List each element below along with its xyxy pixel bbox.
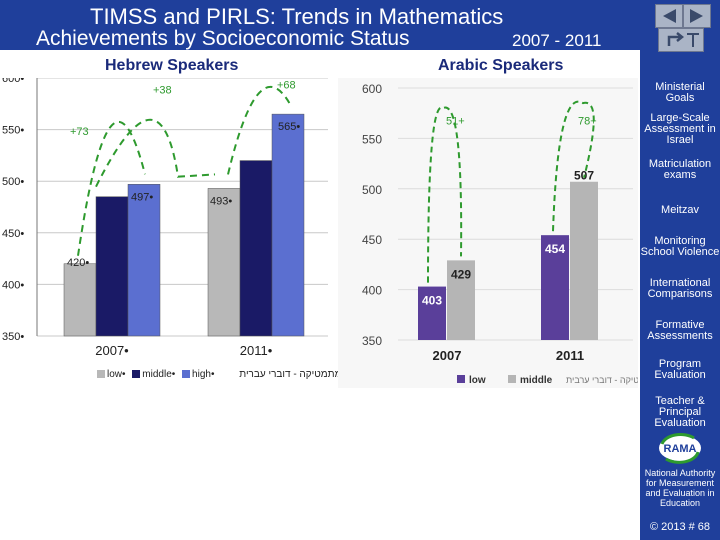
data-label: 403: [422, 294, 442, 308]
y-tick-label: 400: [362, 284, 382, 298]
y-tick-label: 450: [362, 233, 382, 247]
difference-arc: [227, 85, 291, 175]
page-title-line2: Achievements by Socioeconomic Status: [36, 27, 410, 50]
x-category-label: 2007: [433, 348, 462, 363]
title-bar: TIMSS and PIRLS: Trends in Mathematics A…: [0, 0, 640, 50]
legend-swatch-middle: [132, 370, 141, 379]
x-category-label: 2007•: [95, 343, 129, 358]
nav-formative-assessments[interactable]: Formative Assessments: [647, 319, 713, 342]
legend-swatch-high: [182, 370, 191, 379]
difference-arc: [77, 121, 146, 256]
rama-logo: RAMA: [657, 433, 703, 464]
legend-label-high: high•: [192, 369, 215, 380]
bar-middle-2011: [570, 181, 598, 340]
national-authority-label: National Authority for Measurement and E…: [644, 468, 716, 508]
nav-monitoring-school-violence[interactable]: Monitoring School Violence: [640, 235, 720, 258]
difference-label: +73: [70, 126, 89, 138]
back-icon: [663, 9, 676, 23]
y-tick-label: 350: [362, 334, 382, 348]
hebrew-footer-note: מתמטיקה - דוברי עברית•: [239, 369, 345, 380]
y-tick-label: 550: [362, 132, 382, 146]
hebrew-speakers-chart: 350• 400• 450• 500• 550• 600• 420• 497• 493• 565…: [2, 78, 328, 358]
difference-label: 78+: [578, 115, 597, 127]
bar-middle-2011: [239, 160, 273, 337]
copyright-slide-number: © 2013 # 68: [649, 521, 711, 533]
difference-label: +68: [277, 79, 296, 91]
y-tick-label: 400•: [2, 279, 24, 291]
hebrew-legend: low• middle• high• מתמטיקה - דוברי עברית…: [93, 369, 345, 380]
x-category-label: 2011: [556, 348, 584, 363]
hebrew-speakers-heading: Hebrew Speakers: [105, 57, 239, 74]
nav-large-scale-assessment[interactable]: Large-Scale Assessment in Israel: [644, 112, 716, 146]
x-category-label: 2011•: [240, 343, 273, 358]
forward-button[interactable]: [683, 4, 711, 28]
difference-arc: [427, 106, 463, 283]
page-title-line1: TIMSS and PIRLS: Trends in Mathematics: [90, 4, 504, 29]
bar-high-2007: [127, 184, 161, 337]
nav-matriculation-exams[interactable]: Matriculation exams: [648, 158, 712, 181]
back-button[interactable]: [655, 4, 683, 28]
bar-low-2007: [63, 263, 97, 337]
legend-swatch-low: [97, 370, 105, 379]
bar-middle-2007: [447, 260, 475, 340]
difference-arc: [95, 118, 216, 188]
data-label: 493•: [210, 195, 232, 207]
difference-label: 51+: [446, 115, 465, 127]
data-label: 454: [545, 242, 565, 256]
arabic-footer-note: מתמטיקה - דוברי ערבית: [566, 375, 638, 385]
legend-label-low: low: [469, 375, 486, 386]
bar-middle-2007: [95, 196, 129, 337]
y-tick-label: 550•: [2, 125, 24, 137]
nav-teacher-principal-evaluation[interactable]: Teacher & Principal Evaluation: [654, 395, 706, 429]
home-icon: [667, 32, 699, 47]
page-title-years: 2007 - 2011: [512, 31, 602, 50]
legend-label-middle: middle: [520, 375, 553, 386]
home-button[interactable]: [658, 28, 704, 52]
data-label: 497•: [131, 191, 153, 203]
forward-icon: [690, 9, 703, 23]
y-tick-label: 350•: [2, 331, 24, 343]
legend-swatch-low: [457, 375, 465, 383]
legend-label-low: low•: [107, 369, 126, 380]
bar-high-2011: [271, 113, 305, 337]
legend-label-middle: middle•: [142, 369, 176, 380]
sidebar: Ministerial Goals Large-Scale Assessment…: [640, 0, 720, 540]
difference-arc: [552, 100, 595, 232]
y-tick-label: 500: [362, 183, 382, 197]
rama-logo-text: RAMA: [664, 443, 697, 455]
data-label: 429: [451, 267, 471, 281]
y-tick-label: 600: [362, 82, 382, 96]
y-tick-label: 500•: [2, 176, 24, 188]
y-tick-label: 600•: [2, 78, 24, 85]
nav-program-evaluation[interactable]: Program Evaluation: [654, 358, 706, 381]
nav-ministerial-goals[interactable]: Ministerial Goals: [655, 81, 705, 104]
y-tick-label: 450•: [2, 228, 24, 240]
bar-low-2011: [541, 235, 569, 340]
nav-international-comparisons[interactable]: International Comparisons: [647, 277, 713, 300]
data-label: 565•: [278, 121, 300, 133]
arabic-speakers-heading: Arabic Speakers: [438, 57, 564, 74]
bar-low-2011: [207, 188, 241, 337]
difference-label: +38: [153, 84, 172, 96]
nav-meitzav[interactable]: Meitzav: [661, 204, 699, 216]
legend-swatch-middle: [508, 375, 516, 383]
bar-low-2007: [418, 286, 446, 340]
data-label: 420•: [67, 257, 89, 269]
